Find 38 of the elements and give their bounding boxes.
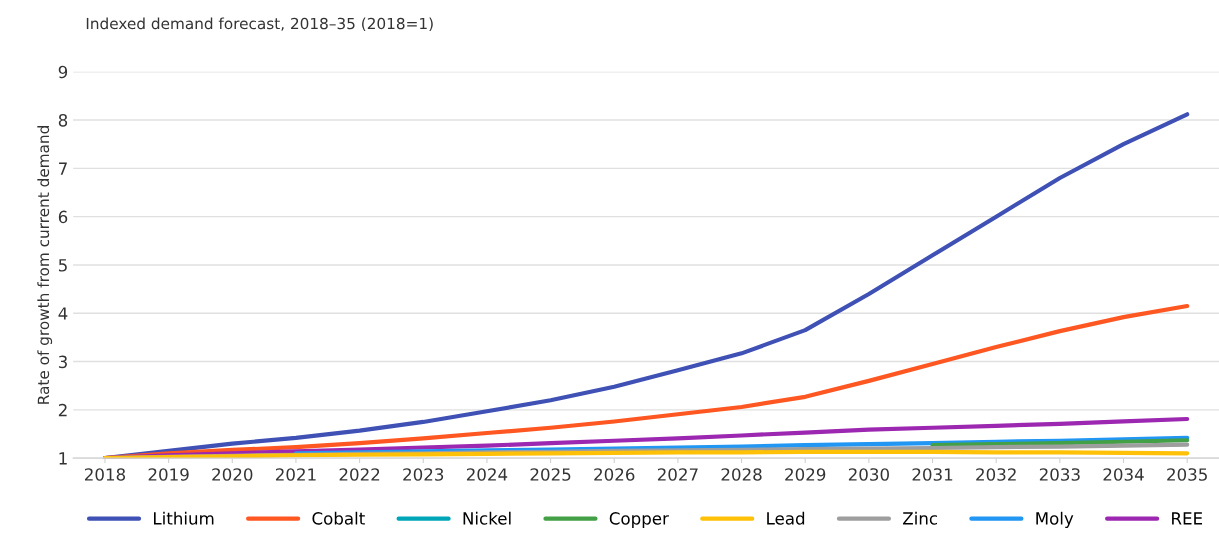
- x-tick-label: 2019: [148, 468, 189, 481]
- x-tick-label: 2027: [657, 468, 698, 481]
- x-tick-label: 2025: [530, 468, 571, 481]
- x-tick-label: 2026: [594, 468, 635, 481]
- x-tick-label: 2028: [721, 468, 762, 481]
- legend-label: Zinc: [903, 511, 938, 525]
- legend-label: Nickel: [463, 511, 511, 525]
- x-tick-label: 2020: [212, 468, 253, 481]
- x-tick-label: 2033: [1039, 468, 1080, 481]
- x-tick-label: 2023: [403, 468, 444, 481]
- x-tick-label: 2022: [339, 468, 380, 481]
- y-axis-title: Rate of growth from current demand: [37, 126, 53, 404]
- y-tick-label: 2: [58, 403, 67, 417]
- line-series: [102, 449, 1190, 459]
- x-tick-label: 2021: [275, 468, 316, 481]
- legend-label: Cobalt: [312, 511, 365, 525]
- legend-label: Lithium: [154, 511, 214, 525]
- legend-label: Moly: [1036, 511, 1074, 528]
- x-tick-label: 2032: [976, 468, 1016, 481]
- y-tick-label: 5: [58, 259, 67, 272]
- y-tick-label: 3: [58, 355, 67, 369]
- x-tick-label: 2035: [1167, 468, 1207, 481]
- x-tick-label: 2018: [84, 468, 126, 481]
- y-tick-label: 4: [58, 307, 68, 320]
- legend-label: Copper: [609, 512, 669, 528]
- y-tick-label: 8: [58, 114, 68, 127]
- x-tick-label: 2029: [785, 468, 826, 481]
- chart-title: Indexed demand forecast, 2018–35 (2018=1): [86, 17, 433, 32]
- x-tick-label: 2031: [912, 468, 953, 481]
- y-tick-label: 1: [59, 452, 67, 465]
- legend-label: Lead: [767, 511, 805, 525]
- y-tick-label: 9: [58, 65, 68, 79]
- x-tick-label: 2024: [466, 468, 508, 481]
- legend-label: REE: [1172, 512, 1203, 525]
- x-tick-label: 2034: [1103, 468, 1144, 481]
- y-tick-label: 7: [59, 162, 67, 175]
- x-tick-label: 2030: [848, 468, 889, 481]
- y-tick-label: 6: [58, 210, 68, 224]
